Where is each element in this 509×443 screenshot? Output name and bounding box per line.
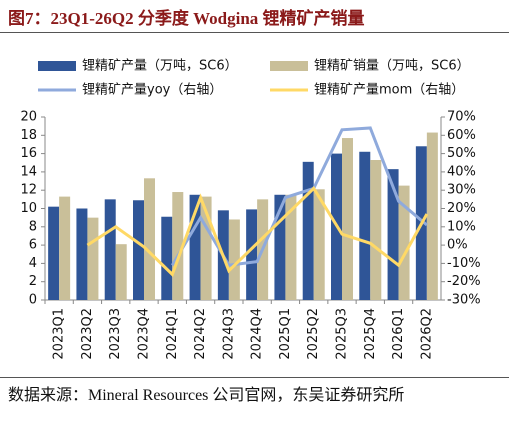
bar xyxy=(398,185,410,300)
legend-swatch xyxy=(270,61,308,71)
bar xyxy=(313,189,325,300)
y-tick-label: 18 xyxy=(20,128,37,143)
bar xyxy=(426,132,438,300)
bar xyxy=(59,196,71,300)
y-tick-label: 20 xyxy=(20,110,37,125)
y-tick-label: 8 xyxy=(29,219,37,234)
y2-tick-label: 40% xyxy=(447,164,476,179)
bar xyxy=(133,200,144,300)
y2-tick-label: -30% xyxy=(447,293,481,308)
y-tick-label: 12 xyxy=(20,183,37,198)
bar xyxy=(144,178,155,300)
bar xyxy=(285,194,297,300)
x-tick-label: 2023Q4 xyxy=(137,308,152,360)
x-tick-label: 2024Q1 xyxy=(165,308,180,360)
line-series xyxy=(170,126,428,267)
chart: 锂精矿产量（万吨，SC6） 锂精矿销量（万吨，SC6） 锂精矿产量yoy（右轴） 锂精… xyxy=(20,59,481,360)
legend-label: 锂精矿产量（万吨，SC6） xyxy=(82,59,238,74)
y2-tick-label: -10% xyxy=(447,256,481,271)
legend-label: 锂精矿产量mom（右轴） xyxy=(314,83,464,98)
x-tick-label: 2024Q3 xyxy=(221,308,236,360)
x-tick-label: 2023Q3 xyxy=(108,308,123,360)
legend-swatch xyxy=(38,61,76,71)
bar xyxy=(189,194,201,300)
bar xyxy=(228,219,240,300)
y-tick-label: 0 xyxy=(29,293,37,308)
bar xyxy=(342,138,353,300)
bar xyxy=(161,216,173,300)
x-tick-label: 2023Q2 xyxy=(80,308,95,360)
x-tick-label: 2026Q2 xyxy=(419,308,434,360)
bar xyxy=(359,151,371,300)
line-series xyxy=(86,185,429,278)
y2-tick-label: 30% xyxy=(447,183,476,198)
divider xyxy=(0,32,509,33)
x-tick-label: 2024Q4 xyxy=(250,308,265,360)
bar xyxy=(87,217,99,300)
x-tick-label: 2023Q1 xyxy=(52,308,67,360)
figure-title: 图7：23Q1-26Q2 分季度 Wodgina 锂精矿产销量 xyxy=(8,9,365,28)
x-tick-label: 2024Q2 xyxy=(193,308,208,360)
y2-tick-label: 0% xyxy=(447,238,468,253)
y-tick-label: 6 xyxy=(29,238,37,253)
bar xyxy=(200,196,212,300)
y-tick-label: 10 xyxy=(20,201,37,216)
y2-tick-label: 10% xyxy=(447,219,476,234)
y2-tick-label: 60% xyxy=(447,128,476,143)
bar xyxy=(76,208,88,300)
bar xyxy=(387,169,399,300)
y-tick-label: 4 xyxy=(29,256,37,271)
x-tick-label: 2025Q2 xyxy=(306,308,321,360)
bar xyxy=(274,194,286,300)
source-note: 数据来源：Mineral Resources 公司官网，东吴证券研究所 xyxy=(8,387,405,404)
y2-tick-label: -20% xyxy=(447,274,481,289)
bar xyxy=(172,192,184,300)
legend-label: 锂精矿产量yoy（右轴） xyxy=(82,83,222,98)
y-tick-label: 2 xyxy=(29,274,37,289)
y2-tick-label: 20% xyxy=(447,201,476,216)
bar xyxy=(115,244,127,300)
x-tick-label: 2025Q3 xyxy=(335,308,350,360)
x-tick-label: 2025Q4 xyxy=(363,308,378,360)
x-tick-label: 2025Q1 xyxy=(278,308,293,360)
y2-tick-label: 70% xyxy=(447,110,476,125)
legend-label: 锂精矿销量（万吨，SC6） xyxy=(314,59,470,74)
bar xyxy=(302,161,314,300)
y-tick-label: 14 xyxy=(20,164,37,179)
divider xyxy=(0,377,509,378)
bar xyxy=(370,160,382,300)
bar xyxy=(246,209,258,300)
bar xyxy=(48,206,60,300)
x-tick-label: 2026Q1 xyxy=(391,308,406,360)
y-tick-label: 16 xyxy=(20,146,37,161)
bar xyxy=(104,199,116,300)
y2-tick-label: 50% xyxy=(447,146,476,161)
